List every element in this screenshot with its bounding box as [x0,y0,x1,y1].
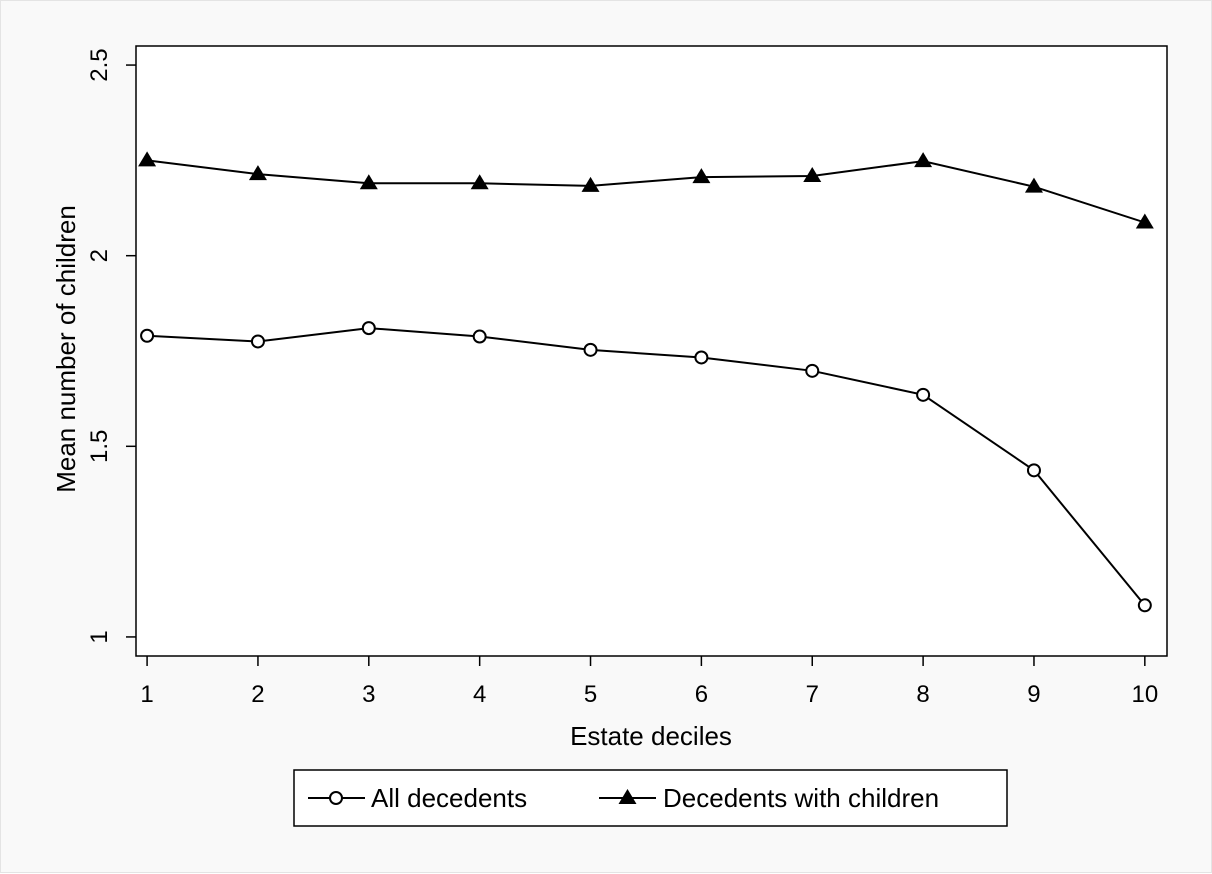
data-point-decedents-with-children [248,165,267,181]
data-point-all-decedents [1026,463,1041,478]
legend-label-all-decedents: All decedents [371,783,527,813]
data-point-all-decedents [250,334,265,349]
legend-label-decedents-with-children: Decedents with children [663,783,939,813]
data-point-decedents-with-children [692,168,711,184]
data-point-decedents-with-children [138,151,157,167]
data-point-decedents-with-children [581,176,600,192]
data-point-all-decedents [472,329,487,344]
data-point-decedents-with-children [1135,213,1154,229]
series-line-decedents-with-children [146,159,1146,224]
legend: All decedents Decedents with children [293,769,1008,827]
data-point-decedents-with-children [914,152,933,168]
y-tick-label: 1 [86,630,113,643]
data-point-decedents-with-children [803,167,822,183]
x-tick-label: 4 [473,681,486,708]
data-point-all-decedents [805,363,820,378]
x-tick-label: 1 [140,681,153,708]
data-point-all-decedents [140,328,155,343]
x-tick-label: 3 [362,681,375,708]
legend-marker-decedents-with-children [618,789,637,804]
x-tick-label: 9 [1027,681,1040,708]
y-tick-label: 1.5 [86,430,113,463]
x-tick-label: 6 [695,681,708,708]
data-point-decedents-with-children [470,174,489,190]
y-tick-label: 2.5 [86,48,113,81]
data-point-all-decedents [361,321,376,336]
data-point-all-decedents [583,342,598,357]
x-tick-label: 7 [806,681,819,708]
x-tick-label: 8 [916,681,929,708]
data-point-decedents-with-children [359,174,378,190]
y-axis: 1 1.5 2 2.5 [86,48,136,644]
x-axis: 1 2 3 4 5 6 7 8 9 10 [140,656,1158,708]
data-point-decedents-with-children [1024,177,1043,193]
series-layer [138,151,1154,613]
legend-marker-all-decedents [329,791,343,805]
plot-area [135,45,1168,657]
data-point-all-decedents [694,350,709,365]
x-axis-title: Estate deciles [570,721,732,751]
data-point-all-decedents [1137,598,1152,613]
y-axis-title: Mean number of children [51,205,81,493]
x-tick-label: 2 [251,681,264,708]
x-tick-label: 5 [584,681,597,708]
x-tick-label: 10 [1131,681,1158,708]
series-line-all-decedents [147,327,1146,606]
y-tick-label: 2 [86,249,113,262]
data-point-all-decedents [916,387,931,402]
